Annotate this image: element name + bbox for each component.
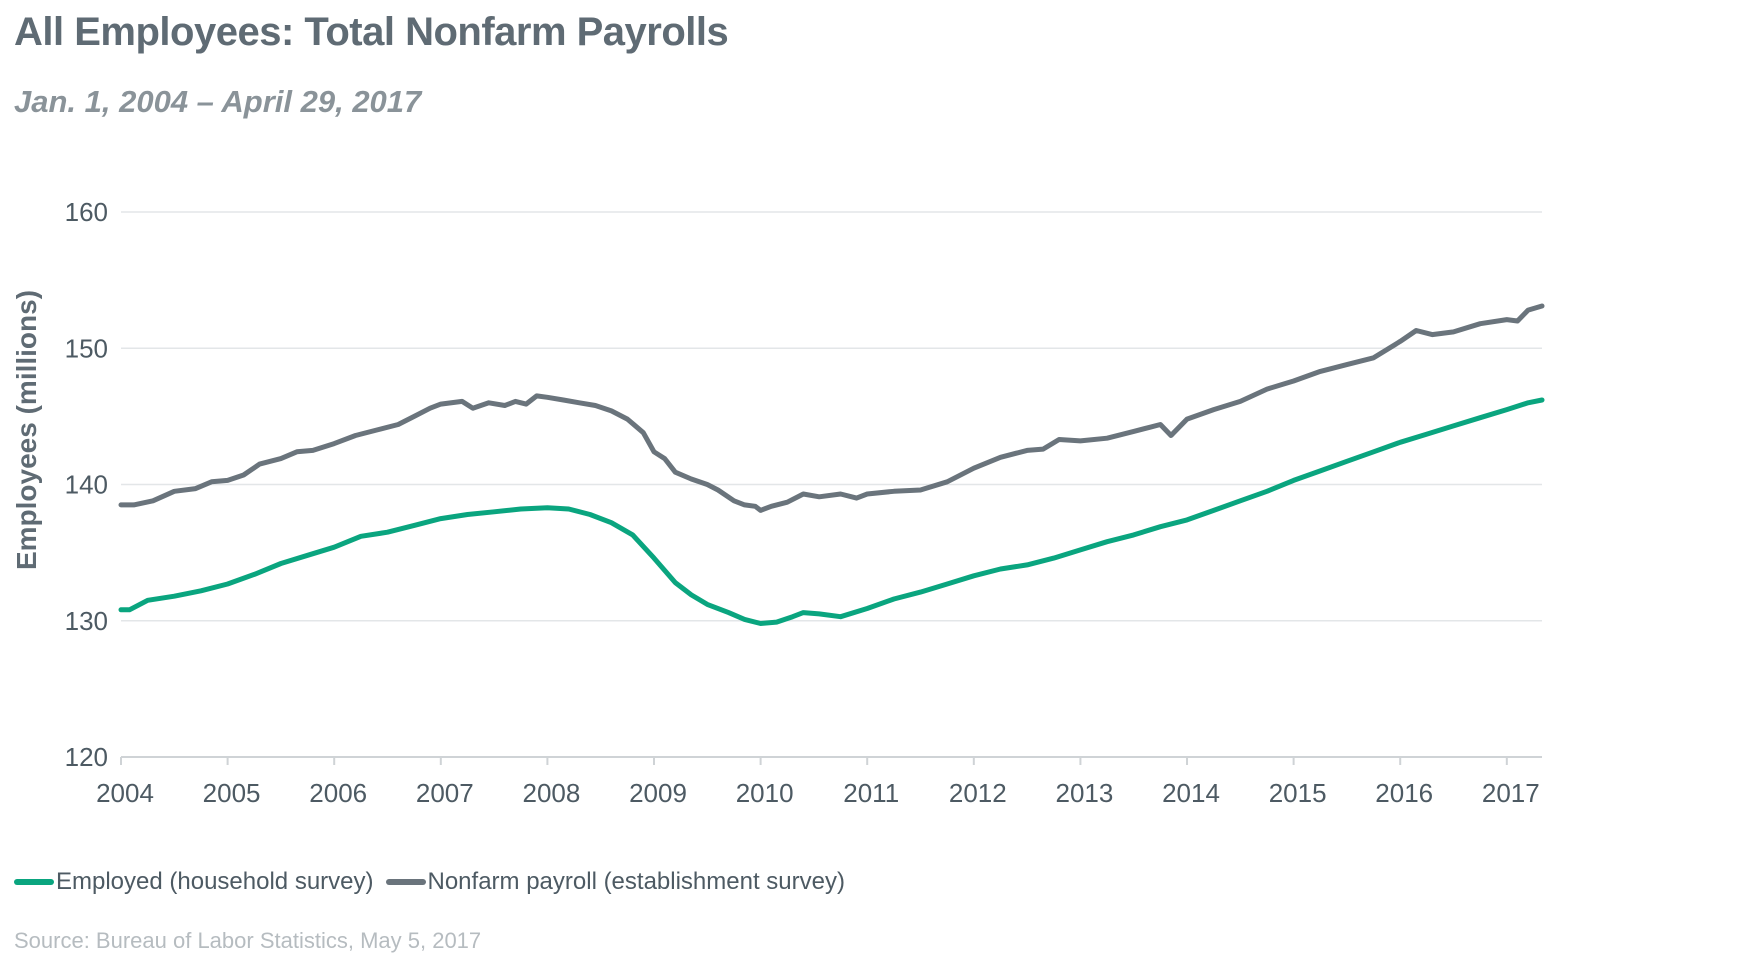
y-tick-label: 120	[65, 742, 108, 772]
legend-item-employed[interactable]: Employed (household survey)	[14, 868, 374, 896]
grid-layer	[121, 211, 1542, 622]
y-tick-label: 150	[65, 333, 108, 363]
x-tick-label: 2006	[309, 778, 367, 808]
series-line-employed	[118, 397, 1545, 626]
x-tick-label: 2014	[1162, 778, 1220, 808]
x-tick-label: 2012	[949, 778, 1007, 808]
legend-swatch-nonfarm	[385, 879, 426, 885]
chart-legend: Employed (household survey) Nonfarm payr…	[14, 868, 857, 896]
axis-layer: 120 130 140 150 160 2004 2005 2006 2007 2008 2009 2…	[65, 197, 1542, 808]
source-note: Source: Bureau of Labor Statistics, May …	[14, 928, 482, 953]
legend-label-employed: Employed (household survey)	[56, 868, 374, 895]
x-tick-label: 2007	[416, 778, 474, 808]
x-tick-label: 2008	[522, 778, 580, 808]
chart-subtitle: Jan. 1, 2004 – April 29, 2017	[14, 84, 422, 119]
legend-label-nonfarm: Nonfarm payroll (establishment survey)	[427, 868, 845, 895]
y-tick-label: 130	[65, 606, 108, 636]
series-line-nonfarm	[118, 303, 1545, 513]
legend-swatch-employed	[14, 879, 54, 885]
y-tick-label: 140	[65, 470, 108, 500]
x-tick-label: 2015	[1269, 778, 1327, 808]
x-tick-label: 2017	[1482, 778, 1540, 808]
x-tick-label: 2010	[736, 778, 794, 808]
x-tick-label: 2009	[629, 778, 687, 808]
x-tick-label: 2004	[96, 778, 154, 808]
x-tick-label: 2013	[1055, 778, 1113, 808]
y-tick-label: 160	[65, 197, 108, 227]
x-tick-label: 2011	[843, 778, 899, 808]
y-axis-label: Employees (millions)	[11, 290, 42, 570]
x-tick-label: 2005	[203, 778, 261, 808]
series-layer	[118, 303, 1545, 626]
page-title: All Employees: Total Nonfarm Payrolls	[14, 10, 729, 54]
legend-item-nonfarm[interactable]: Nonfarm payroll (establishment survey)	[385, 868, 845, 896]
x-tick-label: 2016	[1375, 778, 1433, 808]
